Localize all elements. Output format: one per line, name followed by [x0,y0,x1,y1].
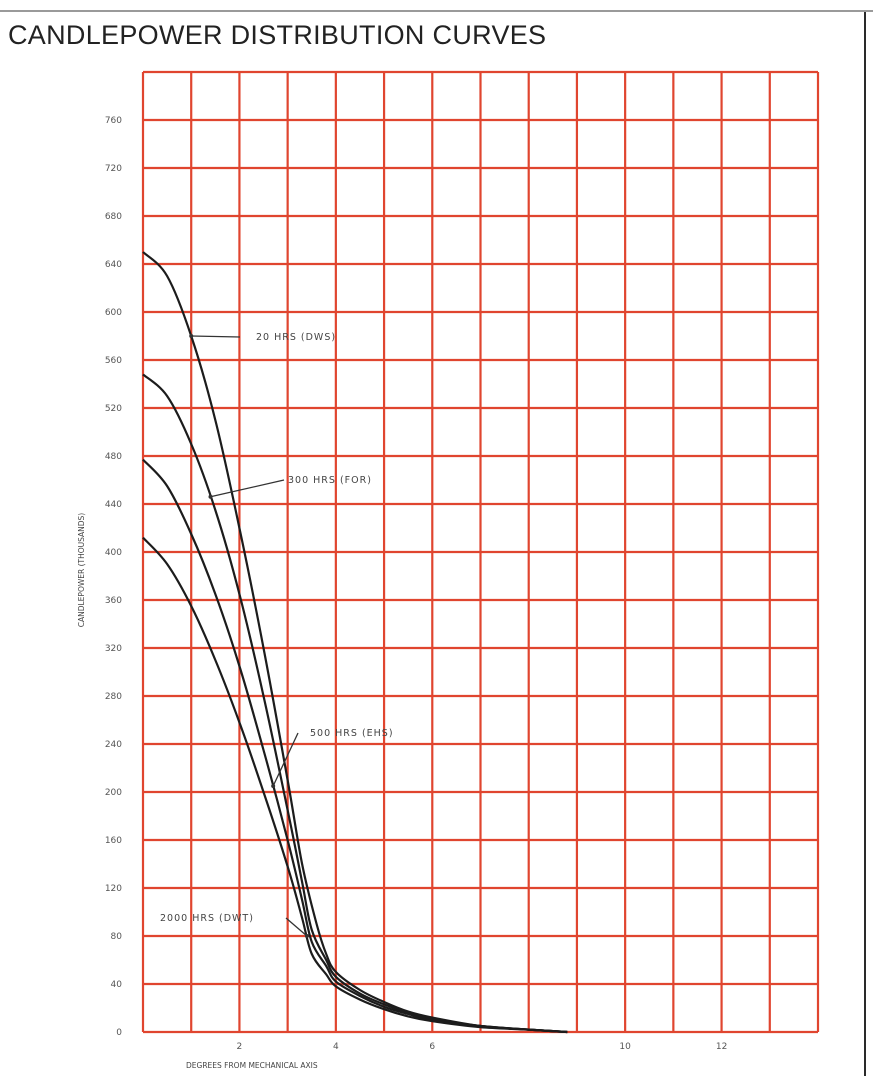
annotation-point [208,494,213,499]
annotation-leader [210,479,285,498]
y-tick-label: 120 [105,884,122,894]
y-tick-label: 360 [105,596,122,606]
annotation-point [304,934,309,938]
y-tick-label: 680 [105,212,122,222]
y-tick-label: 640 [105,260,122,270]
y-tick-label: 560 [105,356,122,366]
annotation-leader [272,732,299,787]
annotation-leader [285,917,308,937]
annotation-point [271,784,276,788]
series-curve-4 [142,536,568,1034]
top-rule [0,10,873,12]
y-tick-label: 80 [111,932,123,942]
curve-annotation-label: 2000 HRS (DWT) [160,913,254,924]
y-tick-label: 240 [105,740,122,750]
y-tick-label: 480 [105,452,122,462]
curves [142,251,568,1034]
series-curve-3 [142,458,568,1034]
y-axis-label: CANDLEPOWER (THOUSANDS) [77,513,86,628]
x-axis-label: DEGREES FROM MECHANICAL AXIS [186,1061,318,1070]
annotation-leader [191,335,241,338]
annotation-point [189,334,194,338]
x-tick-label: 4 [333,1042,339,1052]
right-border [864,12,866,1076]
y-tick-labels: 0 40 80 120 160 200 240 280 320 360 400 440 480 520 56… [105,116,122,1038]
y-tick-label: 600 [105,308,122,318]
y-tick-label: 400 [105,548,122,558]
y-tick-label: 320 [105,644,122,654]
x-tick-label: 6 [429,1042,435,1052]
y-tick-label: 0 [116,1028,122,1038]
page-title: CANDLEPOWER DISTRIBUTION CURVES [8,20,547,50]
curve-annotation-label: 20 HRS (DWS) [256,332,336,343]
y-tick-label: 440 [105,500,122,510]
x-tick-labels: 2 4 6 10 12 [237,1042,728,1052]
y-tick-label: 720 [105,164,122,174]
curve-annotations: 20 HRS (DWS) 300 HRS (FOR) 500 HRS (EHS) 20… [160,332,394,938]
series-curve-1 [142,251,568,1034]
y-tick-label: 520 [105,404,122,414]
x-tick-label: 2 [237,1042,243,1052]
curve-annotation-label: 500 HRS (EHS) [310,728,394,739]
y-tick-label: 760 [105,116,122,126]
curve-annotation-label: 300 HRS (FOR) [288,475,372,486]
x-tick-label: 10 [619,1042,631,1052]
series-curve-2 [142,373,568,1034]
y-tick-label: 200 [105,788,122,798]
grid [141,70,820,1034]
y-tick-label: 40 [111,980,123,990]
x-tick-label: 12 [716,1042,727,1052]
y-tick-label: 160 [105,836,122,846]
y-tick-label: 280 [105,692,122,702]
